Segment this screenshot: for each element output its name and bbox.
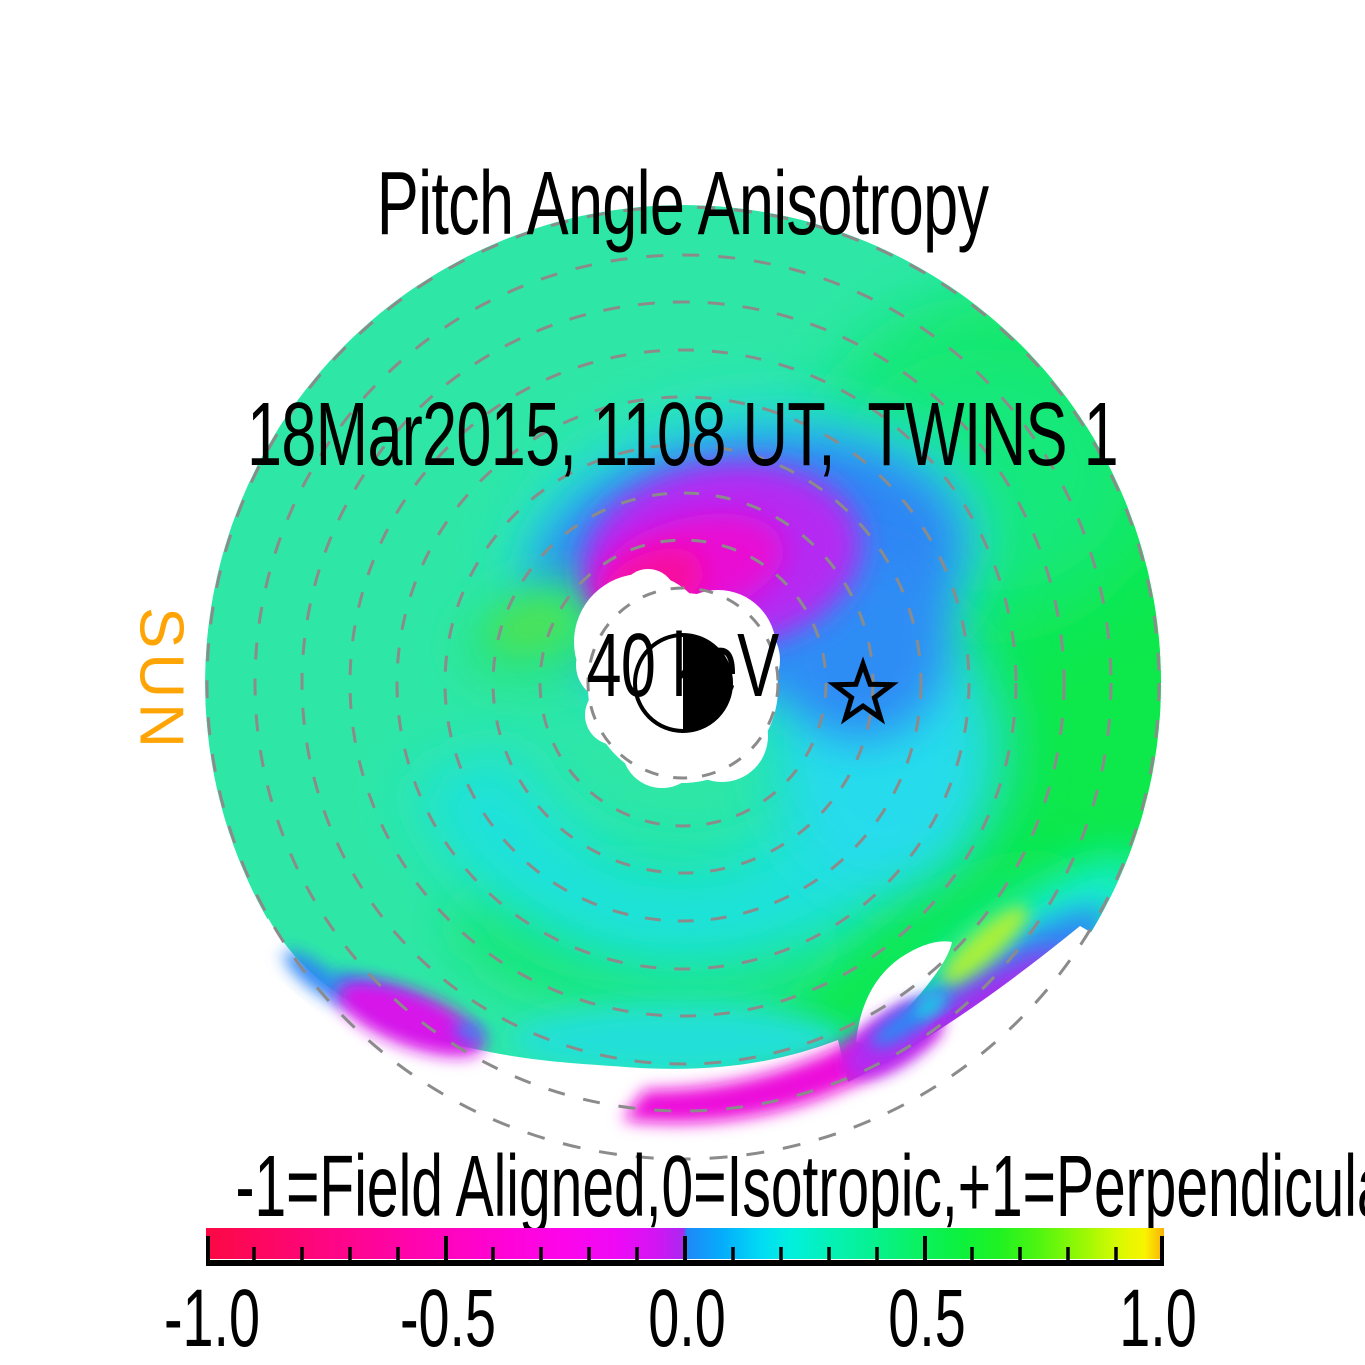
southern-anisotropy-arcs — [284, 950, 946, 1124]
colorbar-axis — [206, 1236, 1164, 1266]
colorbar-tick-labels: -1.0 -0.5 0.0 0.5 1.0 — [164, 1272, 1197, 1364]
colorbar-tick-label: -1.0 — [163, 1273, 261, 1364]
plot-subtitle: 18Mar2015, 1108 UT, TWINS 1 — [247, 385, 1119, 485]
colorbar-major-ticks — [206, 1236, 1164, 1261]
colorbar-tick-label: -0.5 — [399, 1273, 497, 1364]
no-data-southern-gap — [175, 918, 1160, 1190]
colorbar-annotation: -1=Field Aligned,0=Isotropic,+1=Perpendi… — [235, 1138, 1365, 1235]
earth-symbol — [633, 633, 733, 733]
colorbar-tick-label: 1.0 — [1119, 1273, 1197, 1364]
earth-nightside — [683, 635, 731, 731]
spacecraft-star-icon — [827, 656, 899, 725]
colorbar-tick-label: 0.5 — [888, 1273, 966, 1364]
plot-energy-label: 40 keV — [586, 616, 780, 716]
plot-title-block: Pitch Angle Anisotropy 18Mar2015, 1108 U… — [205, 12, 1161, 859]
plot-title: Pitch Angle Anisotropy — [376, 154, 989, 254]
colorbar-tick-label: 0.0 — [648, 1273, 726, 1364]
colorbar-minor-ticks — [252, 1247, 1118, 1261]
sun-direction-label: SUN — [126, 607, 196, 753]
